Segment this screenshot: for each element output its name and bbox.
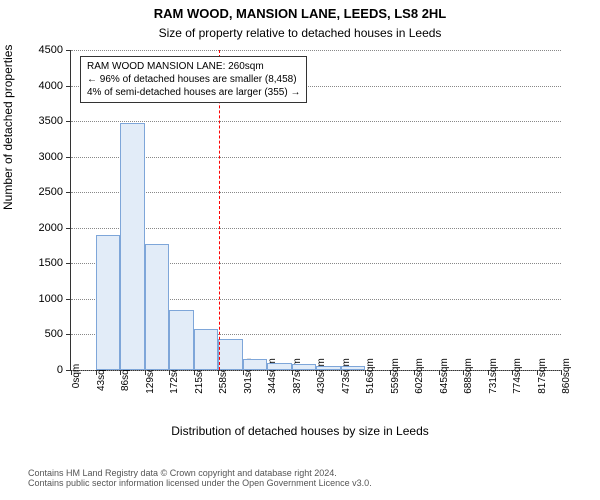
grid-line (71, 157, 561, 158)
y-tick-label: 2000 (39, 222, 63, 234)
y-tick-label: 2500 (39, 186, 63, 198)
y-tick (66, 192, 71, 193)
y-tick-label: 500 (45, 328, 63, 340)
histogram-bar (218, 339, 243, 370)
annotation-line: RAM WOOD MANSION LANE: 260sqm (87, 60, 300, 73)
x-tick-label: 860sqm (561, 358, 572, 394)
x-tick-label: 817sqm (537, 358, 548, 394)
annotation-line: 4% of semi-detached houses are larger (3… (87, 86, 300, 99)
x-tick-label: 602sqm (414, 358, 425, 394)
x-tick-label: 516sqm (365, 358, 376, 394)
footer-note: Contains HM Land Registry data © Crown c… (0, 468, 600, 488)
y-tick-label: 0 (57, 364, 63, 376)
chart-title: RAM WOOD, MANSION LANE, LEEDS, LS8 2HL (0, 6, 600, 21)
footer-line: Contains public sector information licen… (28, 478, 600, 488)
histogram-bar (120, 123, 145, 370)
y-tick-label: 4500 (39, 44, 63, 56)
x-tick-label: 774sqm (512, 358, 523, 394)
y-tick-label: 3500 (39, 115, 63, 127)
footer-line: Contains HM Land Registry data © Crown c… (28, 468, 600, 478)
y-tick (66, 121, 71, 122)
x-tick-label: 430sqm (316, 358, 327, 394)
property-size-histogram: RAM WOOD, MANSION LANE, LEEDS, LS8 2HL S… (0, 0, 600, 500)
y-tick-label: 1500 (39, 257, 63, 269)
histogram-bar (145, 244, 170, 370)
grid-line (71, 228, 561, 229)
histogram-bar (169, 310, 194, 370)
histogram-bar (243, 359, 268, 370)
x-tick-label: 0sqm (71, 364, 82, 388)
y-tick (66, 263, 71, 264)
y-tick (66, 299, 71, 300)
x-tick-label: 688sqm (463, 358, 474, 394)
x-axis-label: Distribution of detached houses by size … (0, 424, 600, 438)
y-tick-label: 3000 (39, 151, 63, 163)
y-tick-label: 4000 (39, 80, 63, 92)
chart-subtitle: Size of property relative to detached ho… (0, 26, 600, 40)
x-tick-label: 645sqm (439, 358, 450, 394)
annotation-box: RAM WOOD MANSION LANE: 260sqm← 96% of de… (80, 56, 307, 103)
y-tick (66, 157, 71, 158)
histogram-bar (194, 329, 219, 370)
histogram-bar (292, 364, 317, 370)
histogram-bar (96, 235, 121, 370)
x-tick-label: 473sqm (341, 358, 352, 394)
x-tick-label: 559sqm (390, 358, 401, 394)
histogram-bar (341, 366, 366, 370)
x-tick-label: 731sqm (488, 358, 499, 394)
y-tick (66, 86, 71, 87)
y-tick (66, 334, 71, 335)
y-tick-label: 1000 (39, 293, 63, 305)
grid-line (71, 192, 561, 193)
annotation-line: ← 96% of detached houses are smaller (8,… (87, 73, 300, 86)
grid-line (71, 50, 561, 51)
y-tick (66, 228, 71, 229)
histogram-bar (267, 363, 292, 370)
grid-line (71, 121, 561, 122)
histogram-bar (316, 366, 341, 370)
y-tick (66, 50, 71, 51)
